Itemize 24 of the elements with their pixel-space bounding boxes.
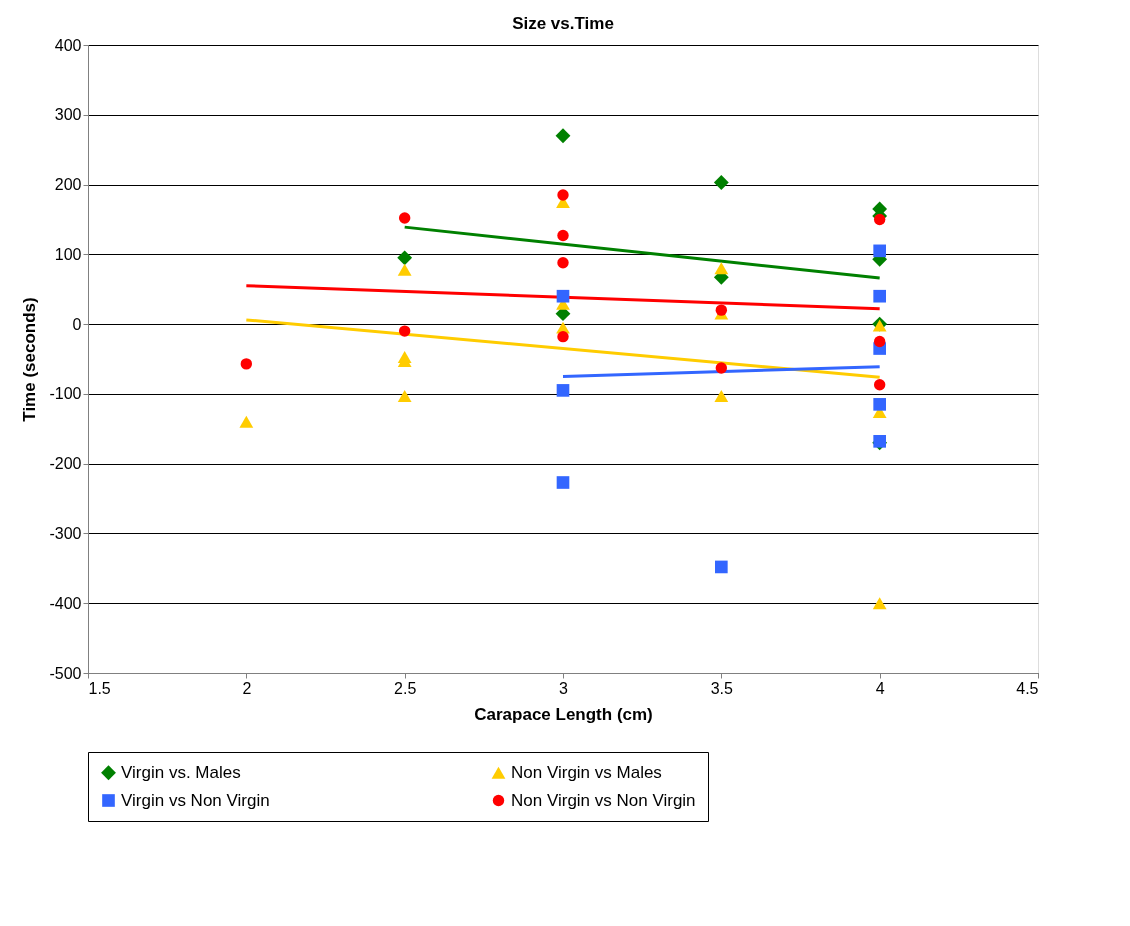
y-tick-label: -500	[49, 664, 82, 682]
y-tick-label: -300	[49, 524, 82, 542]
legend-label: Non Virgin vs Non Virgin	[511, 790, 696, 810]
y-axis-title: Time (seconds)	[20, 297, 40, 422]
y-tick-label: -100	[49, 385, 82, 403]
y-tick-label: 200	[54, 176, 82, 194]
y-tick-label: 0	[72, 315, 82, 333]
x-tick-label: 3.5	[710, 679, 734, 697]
x-tick-label: 2.5	[394, 679, 417, 697]
y-tick-label: 300	[54, 106, 82, 124]
x-axis-title: Carapace Length (cm)	[474, 704, 653, 724]
legend-label: Virgin vs Non Virgin	[121, 790, 270, 810]
x-tick-label: 2	[242, 679, 252, 697]
y-tick-label: -200	[49, 455, 82, 473]
legend-label: Virgin vs. Males	[121, 762, 241, 782]
x-tick-label: 4	[875, 679, 885, 697]
legend-label: Non Virgin vs Males	[511, 762, 662, 782]
chart-title: Size vs.Time	[512, 14, 614, 33]
x-tick-label: 4.5	[1016, 679, 1039, 697]
x-tick-label: 1.5	[88, 679, 111, 697]
y-tick-label: 100	[54, 245, 82, 263]
x-tick-label: 3	[559, 679, 569, 697]
y-tick-label: -400	[49, 594, 82, 612]
y-tick-label: 400	[54, 36, 82, 54]
